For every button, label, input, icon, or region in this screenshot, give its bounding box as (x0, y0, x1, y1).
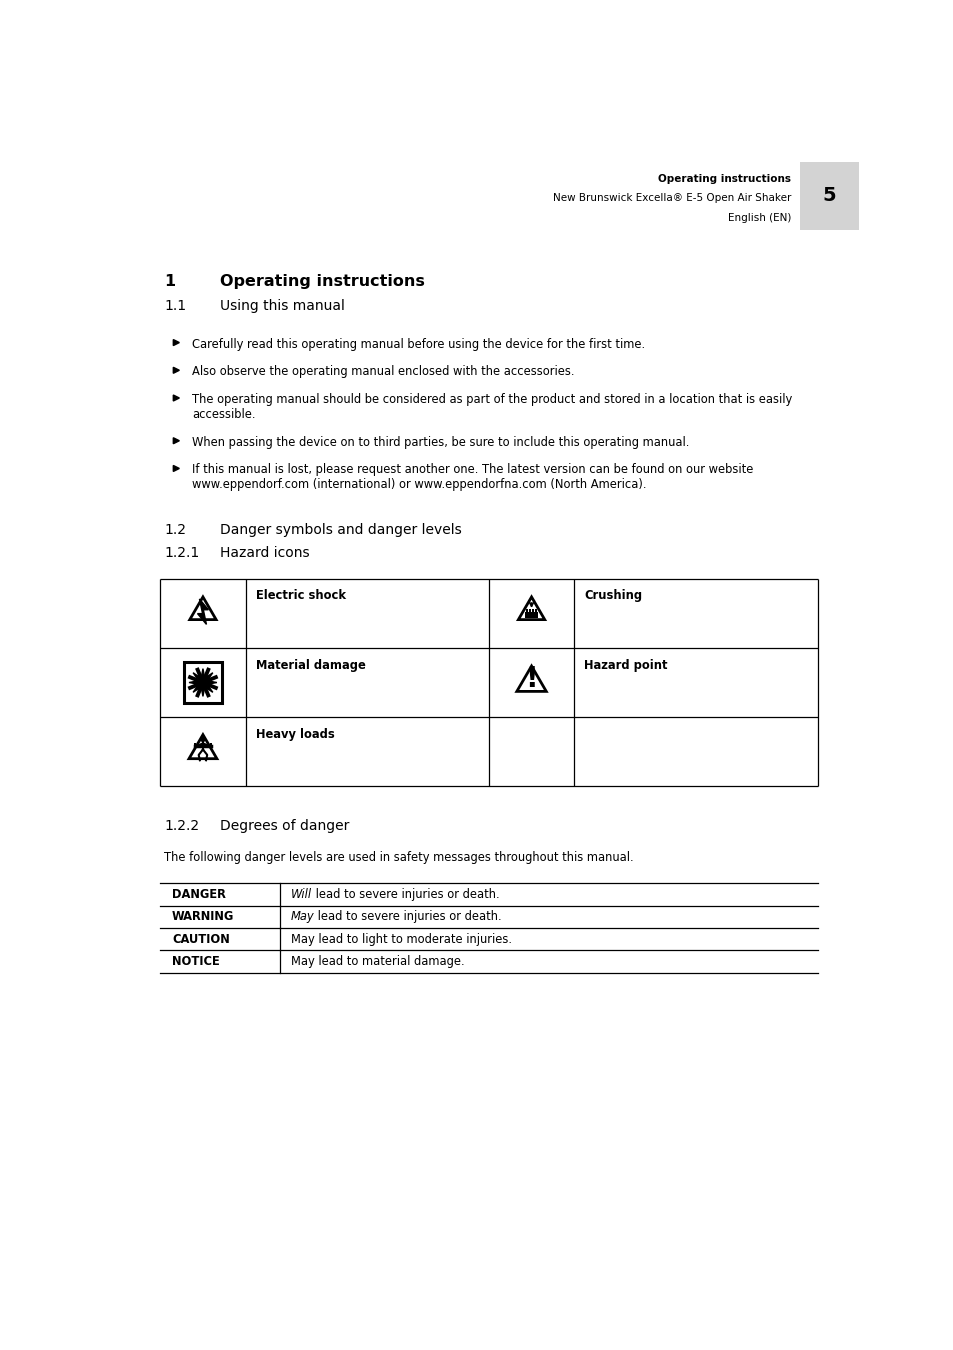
Polygon shape (189, 668, 216, 697)
Text: Degrees of danger: Degrees of danger (220, 819, 349, 833)
Text: Crushing: Crushing (583, 590, 641, 602)
Text: CAUTION: CAUTION (172, 933, 230, 946)
Text: Heavy loads: Heavy loads (255, 728, 335, 741)
Polygon shape (190, 597, 216, 620)
Text: WARNING: WARNING (172, 910, 234, 923)
Text: lead to severe injuries or death.: lead to severe injuries or death. (314, 910, 501, 923)
Text: 5: 5 (821, 186, 836, 205)
Text: Danger symbols and danger levels: Danger symbols and danger levels (220, 524, 461, 537)
Polygon shape (173, 340, 179, 346)
Bar (184, 663, 221, 702)
Text: Using this manual: Using this manual (220, 300, 345, 313)
Text: Operating instructions: Operating instructions (220, 274, 424, 289)
Text: 1: 1 (164, 274, 175, 289)
Polygon shape (173, 466, 179, 471)
Text: May lead to material damage.: May lead to material damage. (291, 956, 464, 968)
FancyBboxPatch shape (800, 162, 858, 230)
Text: When passing the device on to third parties, be sure to include this operating m: When passing the device on to third part… (192, 436, 689, 448)
Text: 1.2.2: 1.2.2 (164, 819, 199, 833)
Polygon shape (517, 597, 544, 620)
Polygon shape (517, 666, 546, 691)
Text: Electric shock: Electric shock (255, 590, 345, 602)
Text: Also observe the operating manual enclosed with the accessories.: Also observe the operating manual enclos… (192, 366, 574, 378)
Polygon shape (524, 613, 537, 618)
Text: The following danger levels are used in safety messages throughout this manual.: The following danger levels are used in … (164, 850, 633, 864)
Text: If this manual is lost, please request another one. The latest version can be fo: If this manual is lost, please request a… (192, 463, 753, 477)
Text: Carefully read this operating manual before using the device for the first time.: Carefully read this operating manual bef… (192, 338, 644, 351)
Text: Hazard icons: Hazard icons (220, 547, 310, 560)
Text: The operating manual should be considered as part of the product and stored in a: The operating manual should be considere… (192, 393, 792, 406)
Polygon shape (173, 367, 179, 374)
Text: 1.2.1: 1.2.1 (164, 547, 199, 560)
Text: New Brunswick Excella® E-5 Open Air Shaker: New Brunswick Excella® E-5 Open Air Shak… (552, 193, 790, 204)
Text: Material damage: Material damage (255, 659, 365, 672)
Bar (210, 743, 212, 749)
Text: NOTICE: NOTICE (172, 956, 219, 968)
Text: www.eppendorf.com (international) or www.eppendorfna.com (North America).: www.eppendorf.com (international) or www… (192, 478, 646, 491)
Text: Operating instructions: Operating instructions (658, 174, 790, 184)
Bar (525, 609, 528, 613)
Text: May lead to light to moderate injuries.: May lead to light to moderate injuries. (291, 933, 511, 946)
Text: Will: Will (291, 888, 312, 902)
Polygon shape (173, 396, 179, 401)
Polygon shape (173, 437, 179, 444)
Bar (528, 609, 531, 613)
Circle shape (201, 737, 205, 741)
Text: 1.2: 1.2 (164, 524, 186, 537)
Text: Hazard point: Hazard point (583, 659, 667, 672)
Text: !: ! (525, 666, 537, 694)
Bar (535, 609, 537, 613)
Text: accessible.: accessible. (192, 408, 255, 421)
Bar (193, 743, 196, 749)
Text: English (EN): English (EN) (727, 213, 790, 223)
Polygon shape (197, 599, 208, 625)
Text: DANGER: DANGER (172, 888, 226, 902)
Text: May: May (291, 910, 314, 923)
Text: 1.1: 1.1 (164, 300, 186, 313)
Text: lead to severe injuries or death.: lead to severe injuries or death. (312, 888, 498, 902)
Bar (532, 609, 534, 613)
Polygon shape (189, 734, 216, 759)
